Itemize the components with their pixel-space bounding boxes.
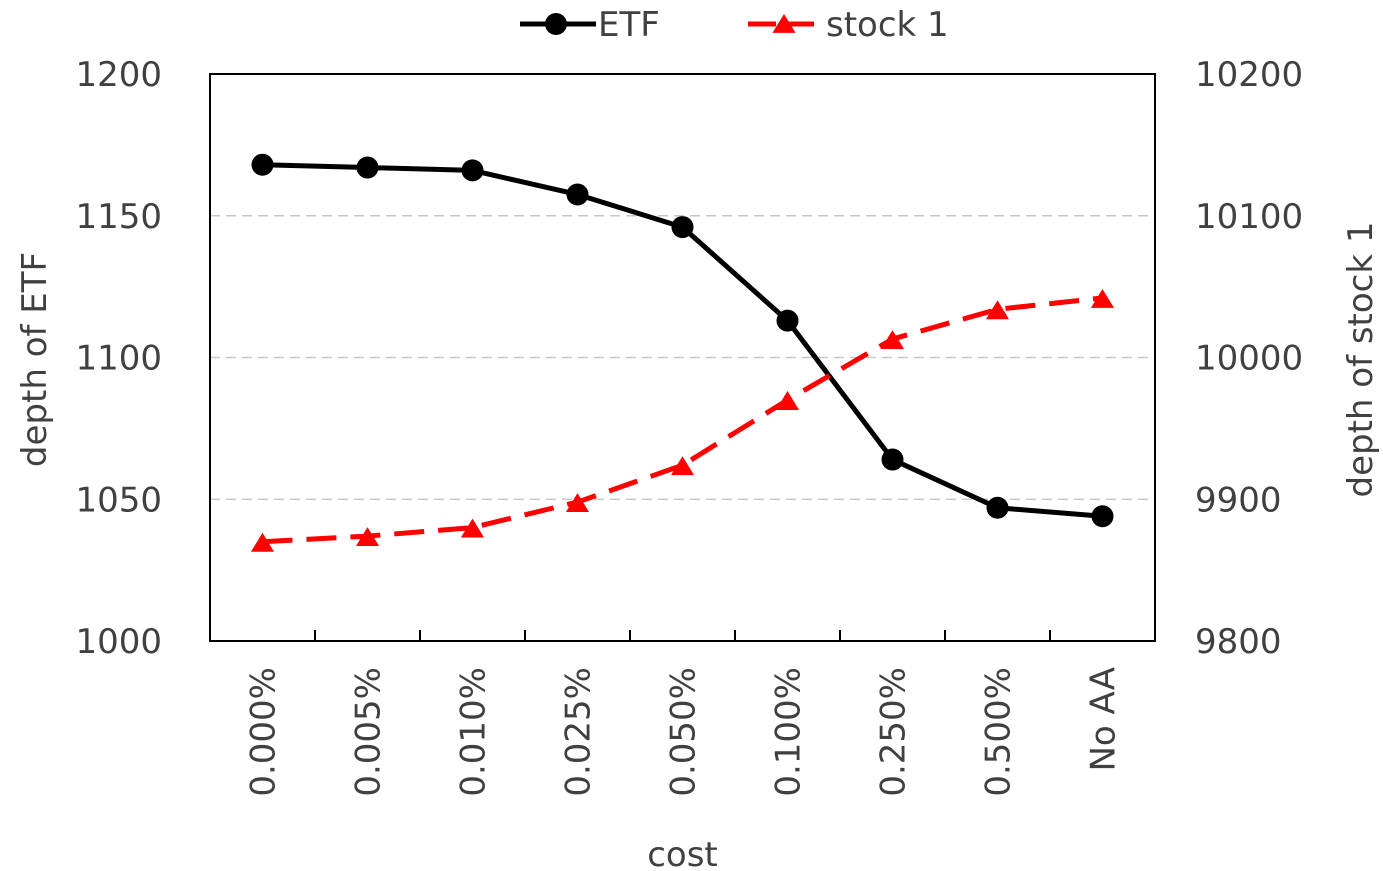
- y-right-tick-label: 9900: [1195, 480, 1282, 520]
- data-point: [251, 153, 274, 176]
- data-point: [1091, 505, 1114, 528]
- data-point: [1090, 288, 1115, 308]
- x-tick-label: 0.100%: [769, 667, 809, 797]
- y-left-tick-label: 1150: [75, 197, 162, 237]
- x-tick-label: 0.500%: [979, 667, 1019, 797]
- legend-etf-marker: [545, 13, 567, 35]
- y-left-tick-label: 1050: [75, 480, 162, 520]
- x-tick-label: 0.005%: [349, 667, 389, 797]
- x-tick-label: No AA: [1084, 667, 1124, 772]
- data-point: [565, 493, 590, 513]
- x-tick-label: 0.010%: [454, 667, 494, 797]
- data-point: [880, 330, 905, 349]
- y-right-axis-title: depth of stock 1: [1341, 221, 1381, 497]
- y-right-tick-label: 10000: [1195, 339, 1303, 379]
- x-axis-title: cost: [647, 835, 718, 871]
- legend-etf-label: ETF: [598, 5, 660, 45]
- plot-area-frame: [209, 73, 1156, 642]
- y-left-tick-labels: 1000 1050 1100 1150 1200: [75, 55, 162, 662]
- x-ticks: [314, 630, 1051, 641]
- data-point: [985, 300, 1010, 320]
- x-tick-label: 0.250%: [874, 667, 914, 797]
- data-point: [566, 183, 589, 206]
- y-left-tick-label: 1100: [75, 339, 162, 379]
- data-point: [250, 532, 275, 552]
- series-layer: [250, 153, 1115, 552]
- x-tick-label: 0.025%: [559, 667, 599, 797]
- y-left-tick-label: 1200: [75, 55, 162, 95]
- data-point: [461, 159, 484, 182]
- data-point: [775, 391, 800, 410]
- y-right-tick-labels: 9800 9900 10000 10100 10200: [1195, 55, 1303, 662]
- data-point: [986, 496, 1009, 519]
- x-tick-label: 0.050%: [664, 667, 704, 797]
- data-point: [460, 518, 485, 538]
- y-right-tick-label: 9800: [1195, 622, 1282, 662]
- y-left-tick-label: 1000: [75, 622, 162, 662]
- x-tick-labels: 0.000% 0.005% 0.010% 0.025% 0.050% 0.100% 0.25…: [244, 667, 1124, 797]
- legend-stock1-marker: [772, 14, 796, 33]
- legend-stock1-label: stock 1: [826, 5, 949, 45]
- data-point: [356, 156, 379, 179]
- data-point: [355, 527, 380, 547]
- series-line: [262, 295, 1103, 545]
- legend: ETF stock 1: [520, 5, 949, 45]
- data-point: [671, 216, 694, 239]
- y-left-axis-title: depth of ETF: [15, 252, 55, 467]
- data-point: [776, 309, 799, 332]
- data-point: [881, 448, 904, 471]
- x-tick-label: 0.000%: [244, 667, 284, 797]
- y-right-tick-label: 10200: [1195, 55, 1303, 95]
- data-point: [670, 456, 695, 476]
- y-right-tick-label: 10100: [1195, 197, 1303, 237]
